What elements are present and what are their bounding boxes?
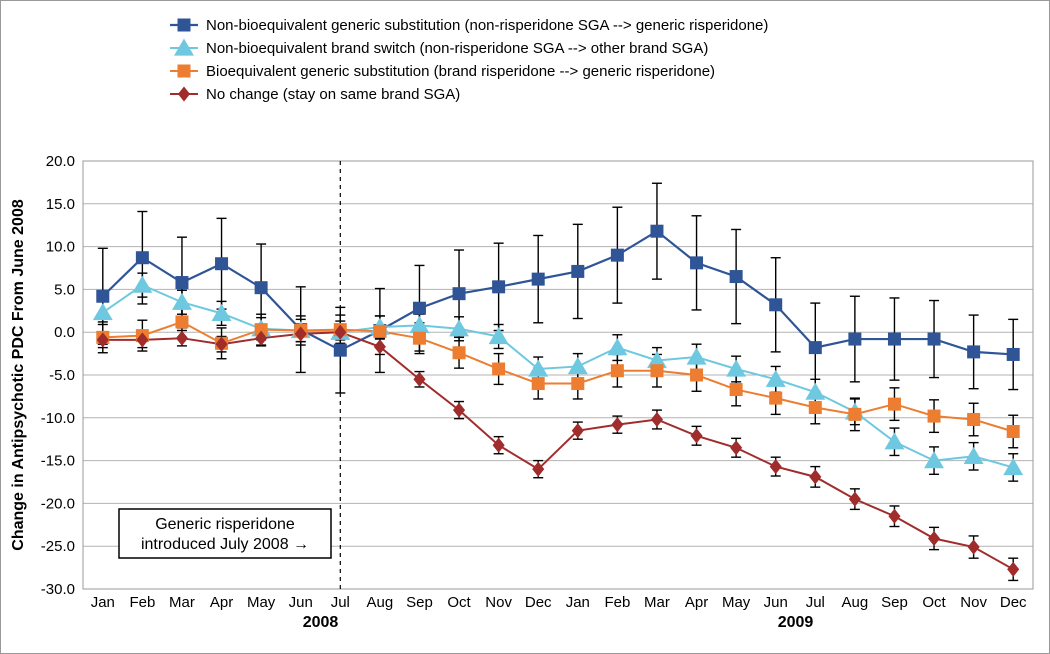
series-marker-bioeq_generic	[374, 325, 386, 337]
series-marker-nonbioeq_generic	[1007, 348, 1019, 360]
x-tick-label: Jun	[764, 594, 788, 611]
x-tick-label: Oct	[922, 594, 946, 611]
x-tick-label: Jul	[806, 594, 825, 611]
series-marker-nonbioeq_generic	[176, 277, 188, 289]
y-axis-label: Change in Antipsychotic PDC From June 20…	[10, 199, 27, 551]
y-tick-label: 0.0	[54, 324, 75, 341]
series-marker-bioeq_generic	[730, 384, 742, 396]
series-marker-bioeq_generic	[888, 398, 900, 410]
y-tick-label: -20.0	[41, 495, 75, 512]
series-marker-nonbioeq_generic	[691, 257, 703, 269]
chart-frame: { "chart": { "type": "line-with-errorbar…	[0, 0, 1050, 654]
legend-label-nonbioeq_generic: Non-bioequivalent generic substitution (…	[206, 17, 768, 34]
legend-marker-bioeq_generic	[178, 65, 190, 77]
x-tick-label: Jun	[289, 594, 313, 611]
series-marker-bioeq_generic	[611, 365, 623, 377]
x-tick-label: Aug	[367, 594, 394, 611]
x-tick-label: Jan	[91, 594, 115, 611]
series-marker-bioeq_generic	[809, 402, 821, 414]
y-tick-label: 15.0	[46, 196, 75, 213]
series-marker-nonbioeq_generic	[334, 344, 346, 356]
x-tick-label: Mar	[644, 594, 670, 611]
series-marker-nonbioeq_generic	[849, 333, 861, 345]
x-tick-label: Jul	[331, 594, 350, 611]
legend-marker-nonbioeq_generic	[178, 19, 190, 31]
x-tick-label: Dec	[1000, 594, 1027, 611]
x-tick-label: Apr	[210, 594, 233, 611]
series-marker-nonbioeq_generic	[730, 271, 742, 283]
series-marker-nonbioeq_generic	[572, 265, 584, 277]
y-tick-label: 10.0	[46, 239, 75, 256]
x-tick-label: Dec	[525, 594, 552, 611]
series-marker-nonbioeq_generic	[493, 281, 505, 293]
y-tick-label: -30.0	[41, 581, 75, 598]
series-marker-bioeq_generic	[770, 392, 782, 404]
x-tick-label: Sep	[881, 594, 908, 611]
x-tick-label: Oct	[447, 594, 471, 611]
chart-svg: 20.0 15.0 10.0 5.0 0.0 -5.0 -10.0 -15.0 -20.0 -25…	[1, 1, 1049, 653]
annotation-text: introduced July 2008 →	[141, 536, 309, 553]
series-marker-nonbioeq_generic	[255, 282, 267, 294]
series-marker-bioeq_generic	[453, 347, 465, 359]
series-marker-nonbioeq_generic	[968, 346, 980, 358]
x-year-label: 2008	[303, 614, 339, 631]
annotation-text: Generic risperidone	[155, 516, 295, 533]
series-marker-nonbioeq_generic	[413, 302, 425, 314]
series-marker-nonbioeq_generic	[97, 290, 109, 302]
legend-label-bioeq_generic: Bioequivalent generic substitution (bran…	[206, 63, 715, 80]
y-tick-label: -10.0	[41, 410, 75, 427]
series-marker-nonbioeq_generic	[216, 258, 228, 270]
series-marker-nonbioeq_generic	[809, 342, 821, 354]
legend-marker-no_change	[179, 87, 190, 101]
x-tick-label: Sep	[406, 594, 433, 611]
series-marker-bioeq_generic	[691, 369, 703, 381]
y-tick-label: -5.0	[49, 367, 75, 384]
x-tick-label: May	[247, 594, 276, 611]
y-tick-label: 5.0	[54, 281, 75, 298]
series-marker-nonbioeq_generic	[611, 249, 623, 261]
x-tick-label: Feb	[604, 594, 630, 611]
series-marker-bioeq_generic	[928, 410, 940, 422]
x-tick-label: Feb	[129, 594, 155, 611]
series-marker-nonbioeq_generic	[532, 273, 544, 285]
x-tick-label: Mar	[169, 594, 195, 611]
series-marker-nonbioeq_generic	[888, 333, 900, 345]
legend-label-nonbioeq_brand: Non-bioequivalent brand switch (non-risp…	[206, 40, 708, 57]
x-tick-label: Jan	[566, 594, 590, 611]
series-marker-bioeq_generic	[849, 408, 861, 420]
x-tick-label: Apr	[685, 594, 708, 611]
series-marker-nonbioeq_generic	[928, 333, 940, 345]
series-marker-nonbioeq_generic	[651, 225, 663, 237]
x-tick-label: Nov	[485, 594, 512, 611]
series-marker-bioeq_generic	[968, 414, 980, 426]
series-marker-bioeq_generic	[651, 365, 663, 377]
x-tick-label: Nov	[960, 594, 987, 611]
series-marker-nonbioeq_generic	[136, 252, 148, 264]
series-marker-nonbioeq_generic	[453, 288, 465, 300]
series-marker-bioeq_generic	[1007, 425, 1019, 437]
series-marker-bioeq_generic	[572, 378, 584, 390]
x-tick-label: Aug	[842, 594, 869, 611]
series-marker-bioeq_generic	[493, 363, 505, 375]
y-tick-label: -25.0	[41, 538, 75, 555]
legend-label-no_change: No change (stay on same brand SGA)	[206, 86, 460, 103]
x-tick-label: May	[722, 594, 751, 611]
series-marker-bioeq_generic	[176, 316, 188, 328]
y-tick-label: 20.0	[46, 153, 75, 170]
series-marker-bioeq_generic	[532, 378, 544, 390]
x-year-label: 2009	[778, 614, 814, 631]
y-tick-label: -15.0	[41, 453, 75, 470]
series-marker-nonbioeq_generic	[770, 299, 782, 311]
series-marker-bioeq_generic	[413, 332, 425, 344]
